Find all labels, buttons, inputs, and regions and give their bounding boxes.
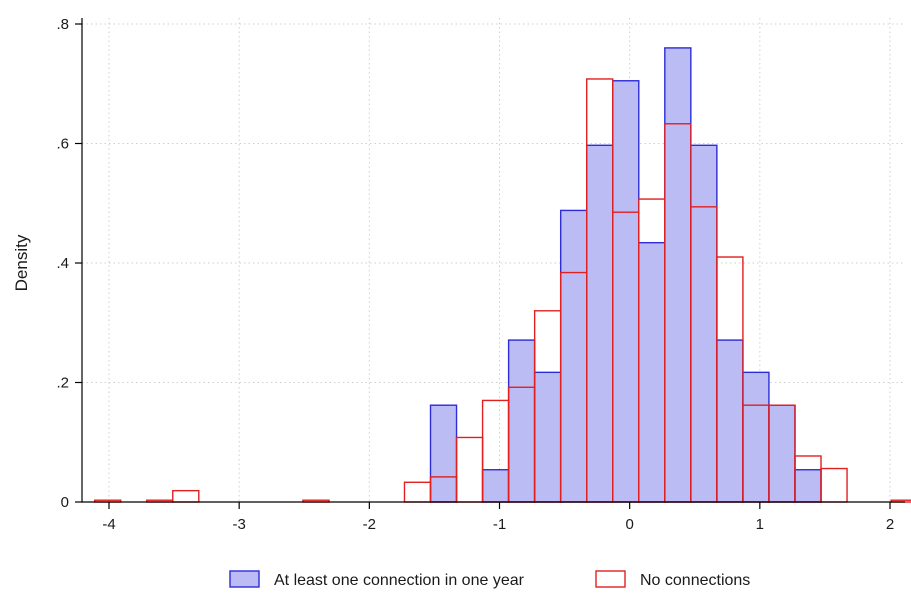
histogram-bar	[533, 371, 562, 503]
x-tick-labels: -4 -3 -2 -1 0 1 2	[102, 516, 894, 533]
histogram-bar	[638, 241, 666, 503]
x-tick-label: -3	[232, 516, 245, 533]
x-tick-label: -1	[493, 516, 506, 533]
x-tick-label: 0	[625, 516, 633, 533]
histogram-bar	[690, 144, 718, 503]
legend-label-no-connections: No connections	[640, 572, 750, 589]
histogram-bar	[742, 371, 770, 503]
histogram-bar	[612, 80, 640, 503]
y-tick-label: .4	[56, 255, 69, 272]
y-tick-label: .8	[56, 16, 69, 33]
y-tick-labels: 0 .2 .4 .6 .8	[56, 16, 69, 511]
y-tick-label: 0	[61, 494, 69, 511]
x-tick-label: 2	[886, 516, 894, 533]
x-tick-label: -4	[102, 516, 115, 533]
y-tick-label: .6	[56, 136, 69, 153]
histogram-bar	[481, 469, 510, 503]
histogram-bar	[664, 47, 692, 503]
y-tick-label: .2	[56, 375, 69, 392]
legend: At least one connection in one year No c…	[229, 570, 750, 589]
histogram-bar	[429, 404, 458, 503]
histogram-bar	[559, 209, 588, 503]
histogram-bar	[716, 339, 744, 503]
histogram-bar	[794, 469, 822, 503]
x-tick-label: 1	[756, 516, 764, 533]
axes	[75, 18, 905, 509]
histogram-bar	[768, 404, 796, 503]
legend-swatch-connected	[229, 570, 260, 588]
legend-swatch-no-connections	[595, 570, 626, 588]
x-tick-label: -2	[363, 516, 376, 533]
legend-label-connected: At least one connection in one year	[274, 572, 525, 589]
histogram-bar	[586, 144, 614, 503]
histogram-bar	[507, 339, 536, 503]
y-axis-title: Density	[12, 234, 31, 291]
